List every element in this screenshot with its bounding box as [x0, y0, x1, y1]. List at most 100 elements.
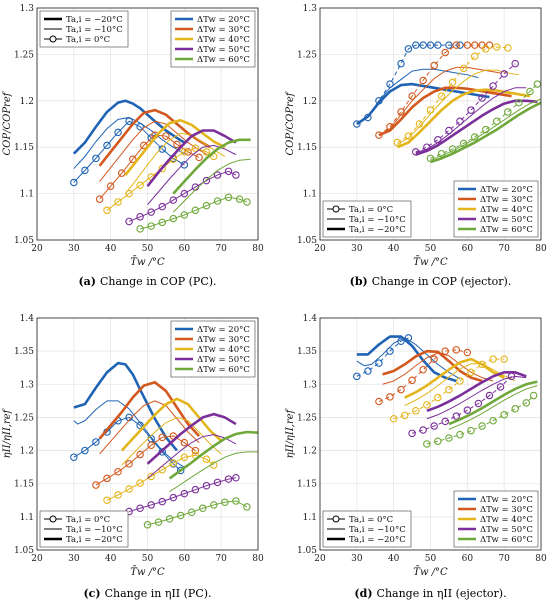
series-line-dT40-thin	[404, 363, 516, 406]
data-point-marker	[224, 475, 233, 483]
data-point-marker	[103, 474, 111, 483]
data-point-marker	[430, 422, 438, 430]
y-axis-label: ηII/ηII,ref	[2, 407, 13, 458]
data-point-marker	[147, 501, 155, 509]
legend-label: ΔTw = 20°C	[480, 495, 533, 505]
legend-label: Ta,i = 0°C	[349, 515, 393, 525]
legend-label: Ta,i = −10°C	[349, 525, 406, 535]
series-line-dT40-marker	[393, 358, 505, 420]
y-axis-label: COP/COPref	[2, 90, 13, 155]
data-point-marker	[213, 171, 222, 179]
y-axis-label: ηII/ηII,ref	[285, 407, 296, 458]
figure-caption: (a) Change in COP (PC).	[78, 275, 216, 288]
y-tick-label: 1.05	[14, 236, 34, 246]
data-point-marker	[147, 208, 155, 216]
data-point-marker	[176, 466, 185, 475]
x-tick-label: 30	[68, 554, 80, 564]
data-point-marker	[176, 511, 185, 520]
plot-frame	[319, 7, 542, 241]
series-line-dT60-thin	[448, 385, 538, 430]
data-point-marker	[515, 98, 523, 107]
y-tick-label: 1.2	[20, 97, 34, 107]
data-point-marker	[452, 346, 461, 354]
data-point-marker	[210, 501, 218, 509]
y-tick-label: 1.35	[14, 347, 34, 357]
data-point-marker	[114, 491, 122, 499]
legend-label: Ta,i = −10°C	[349, 215, 406, 225]
figure-caption: (c) Change in ηII (PC).	[83, 587, 211, 600]
data-point-marker	[526, 87, 534, 96]
x-tick-label: 50	[425, 554, 437, 564]
data-point-marker	[426, 41, 435, 49]
data-point-marker	[459, 64, 468, 73]
y-tick-label: 1.25	[14, 50, 34, 60]
data-point-marker	[452, 412, 461, 420]
series-line-dT50-thin	[415, 87, 527, 154]
legend-box	[453, 490, 539, 548]
data-point-marker	[224, 167, 233, 176]
y-tick-label: 1.3	[20, 4, 35, 14]
x-axis-label: T̄w /°C	[413, 566, 448, 578]
data-point-marker	[202, 481, 211, 490]
data-point-marker	[456, 430, 464, 439]
data-point-marker	[511, 59, 519, 68]
x-tick-label: 80	[535, 554, 547, 564]
y-tick-label: 1.05	[14, 546, 34, 556]
data-point-marker	[158, 497, 166, 506]
data-point-marker	[140, 141, 148, 150]
data-point-marker	[213, 478, 222, 487]
data-point-marker	[404, 334, 413, 342]
series-line-dT40-thin	[397, 69, 519, 145]
data-point-marker	[463, 406, 472, 414]
x-axis-label: T̄w /°C	[130, 256, 165, 268]
data-point-marker	[180, 489, 189, 498]
legend-label: ΔTw = 50°C	[480, 525, 533, 535]
data-point-marker	[191, 144, 200, 152]
data-point-marker	[191, 206, 200, 215]
data-point-marker	[493, 43, 501, 51]
y-tick-label: 1.35	[297, 347, 317, 357]
y-tick-label: 1.15	[297, 480, 317, 490]
data-point-marker	[434, 437, 442, 446]
series-line-dT60-thick	[430, 101, 541, 164]
data-point-marker	[441, 48, 449, 57]
data-point-marker	[529, 391, 538, 400]
series-line-dT40-thick	[124, 118, 226, 176]
data-point-marker	[235, 195, 244, 203]
legend-label: ΔTw = 40°C	[480, 205, 533, 215]
data-point-marker	[232, 171, 240, 179]
data-point-marker	[125, 485, 133, 493]
series-line-dT30-thick	[378, 86, 512, 137]
data-point-marker	[500, 411, 508, 419]
data-point-marker	[169, 214, 178, 223]
data-point-marker	[511, 405, 519, 413]
data-point-marker	[187, 508, 196, 516]
series-group	[70, 99, 251, 233]
data-point-marker	[412, 407, 420, 415]
caption-text: Change in ηII (PC).	[105, 587, 212, 600]
series-line-dT50-thick	[146, 129, 237, 187]
data-point-marker	[169, 196, 178, 204]
legend-marker	[332, 205, 340, 213]
data-point-marker	[154, 518, 163, 526]
x-tick-label: 20	[314, 244, 326, 254]
data-point-marker	[400, 411, 409, 420]
data-point-marker	[504, 108, 512, 116]
legend-label: ΔTw = 60°C	[480, 225, 533, 235]
y-tick-label: 1.1	[20, 190, 34, 200]
y-tick-label: 1.15	[14, 480, 34, 490]
legend-label: ΔTw = 40°C	[197, 35, 250, 45]
x-tick-label: 60	[462, 244, 474, 254]
data-point-marker	[202, 201, 211, 210]
series-line-dT20-marker	[73, 416, 181, 471]
series-line-dT20-thick	[72, 99, 186, 155]
series-line-dT60-thick	[448, 380, 538, 426]
data-point-marker	[191, 485, 200, 494]
legend-label: Ta,i = −20°C	[349, 535, 406, 545]
y-tick-label: 1.4	[303, 314, 318, 324]
data-point-marker	[117, 169, 126, 177]
x-tick-label: 30	[351, 554, 363, 564]
caption-text: Change in COP (PC).	[100, 275, 217, 288]
data-point-marker	[81, 166, 89, 175]
